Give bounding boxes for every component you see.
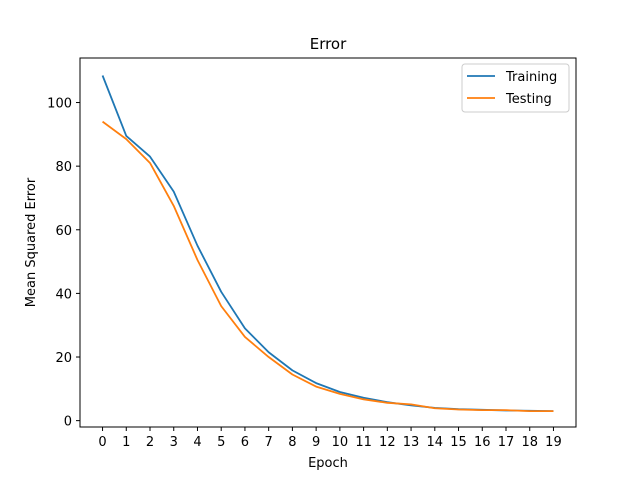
legend-label-testing: Testing bbox=[505, 92, 552, 107]
x-tick-label: 1 bbox=[122, 435, 130, 450]
y-tick-label: 20 bbox=[55, 351, 72, 366]
x-axis-title: Epoch bbox=[308, 456, 348, 471]
y-tick-label: 100 bbox=[47, 97, 72, 112]
plot-frame bbox=[79, 57, 577, 428]
x-tick-label: 6 bbox=[241, 435, 249, 450]
y-tick-label: 80 bbox=[55, 160, 72, 175]
x-tick-label: 0 bbox=[98, 435, 106, 450]
x-tick-label: 4 bbox=[193, 435, 201, 450]
x-tick-label: 10 bbox=[332, 435, 349, 450]
legend-label-training: Training bbox=[505, 70, 557, 85]
x-tick-label: 13 bbox=[403, 435, 420, 450]
y-tick-label: 60 bbox=[55, 224, 72, 239]
legend: Training Testing bbox=[461, 63, 570, 113]
y-tick-label: 0 bbox=[64, 415, 72, 430]
x-tick-label: 19 bbox=[545, 435, 562, 450]
x-tick-label: 9 bbox=[312, 435, 320, 450]
y-tick-label: 40 bbox=[55, 287, 72, 302]
x-tick-label: 14 bbox=[427, 435, 444, 450]
chart-title: Error bbox=[310, 35, 347, 53]
x-tick-label: 18 bbox=[521, 435, 538, 450]
x-tick-label: 3 bbox=[170, 435, 178, 450]
y-axis-title: Mean Squared Error bbox=[24, 177, 39, 307]
x-tick-label: 8 bbox=[288, 435, 296, 450]
x-tick-label: 16 bbox=[474, 435, 491, 450]
x-tick-label: 12 bbox=[379, 435, 396, 450]
x-tick-label: 15 bbox=[450, 435, 467, 450]
x-tick-label: 7 bbox=[265, 435, 273, 450]
testing-series-line bbox=[102, 120, 554, 412]
x-tick-label: 11 bbox=[355, 435, 372, 450]
x-tick-label: 5 bbox=[217, 435, 225, 450]
x-tick-label: 17 bbox=[498, 435, 515, 450]
x-tick-label: 2 bbox=[146, 435, 154, 450]
